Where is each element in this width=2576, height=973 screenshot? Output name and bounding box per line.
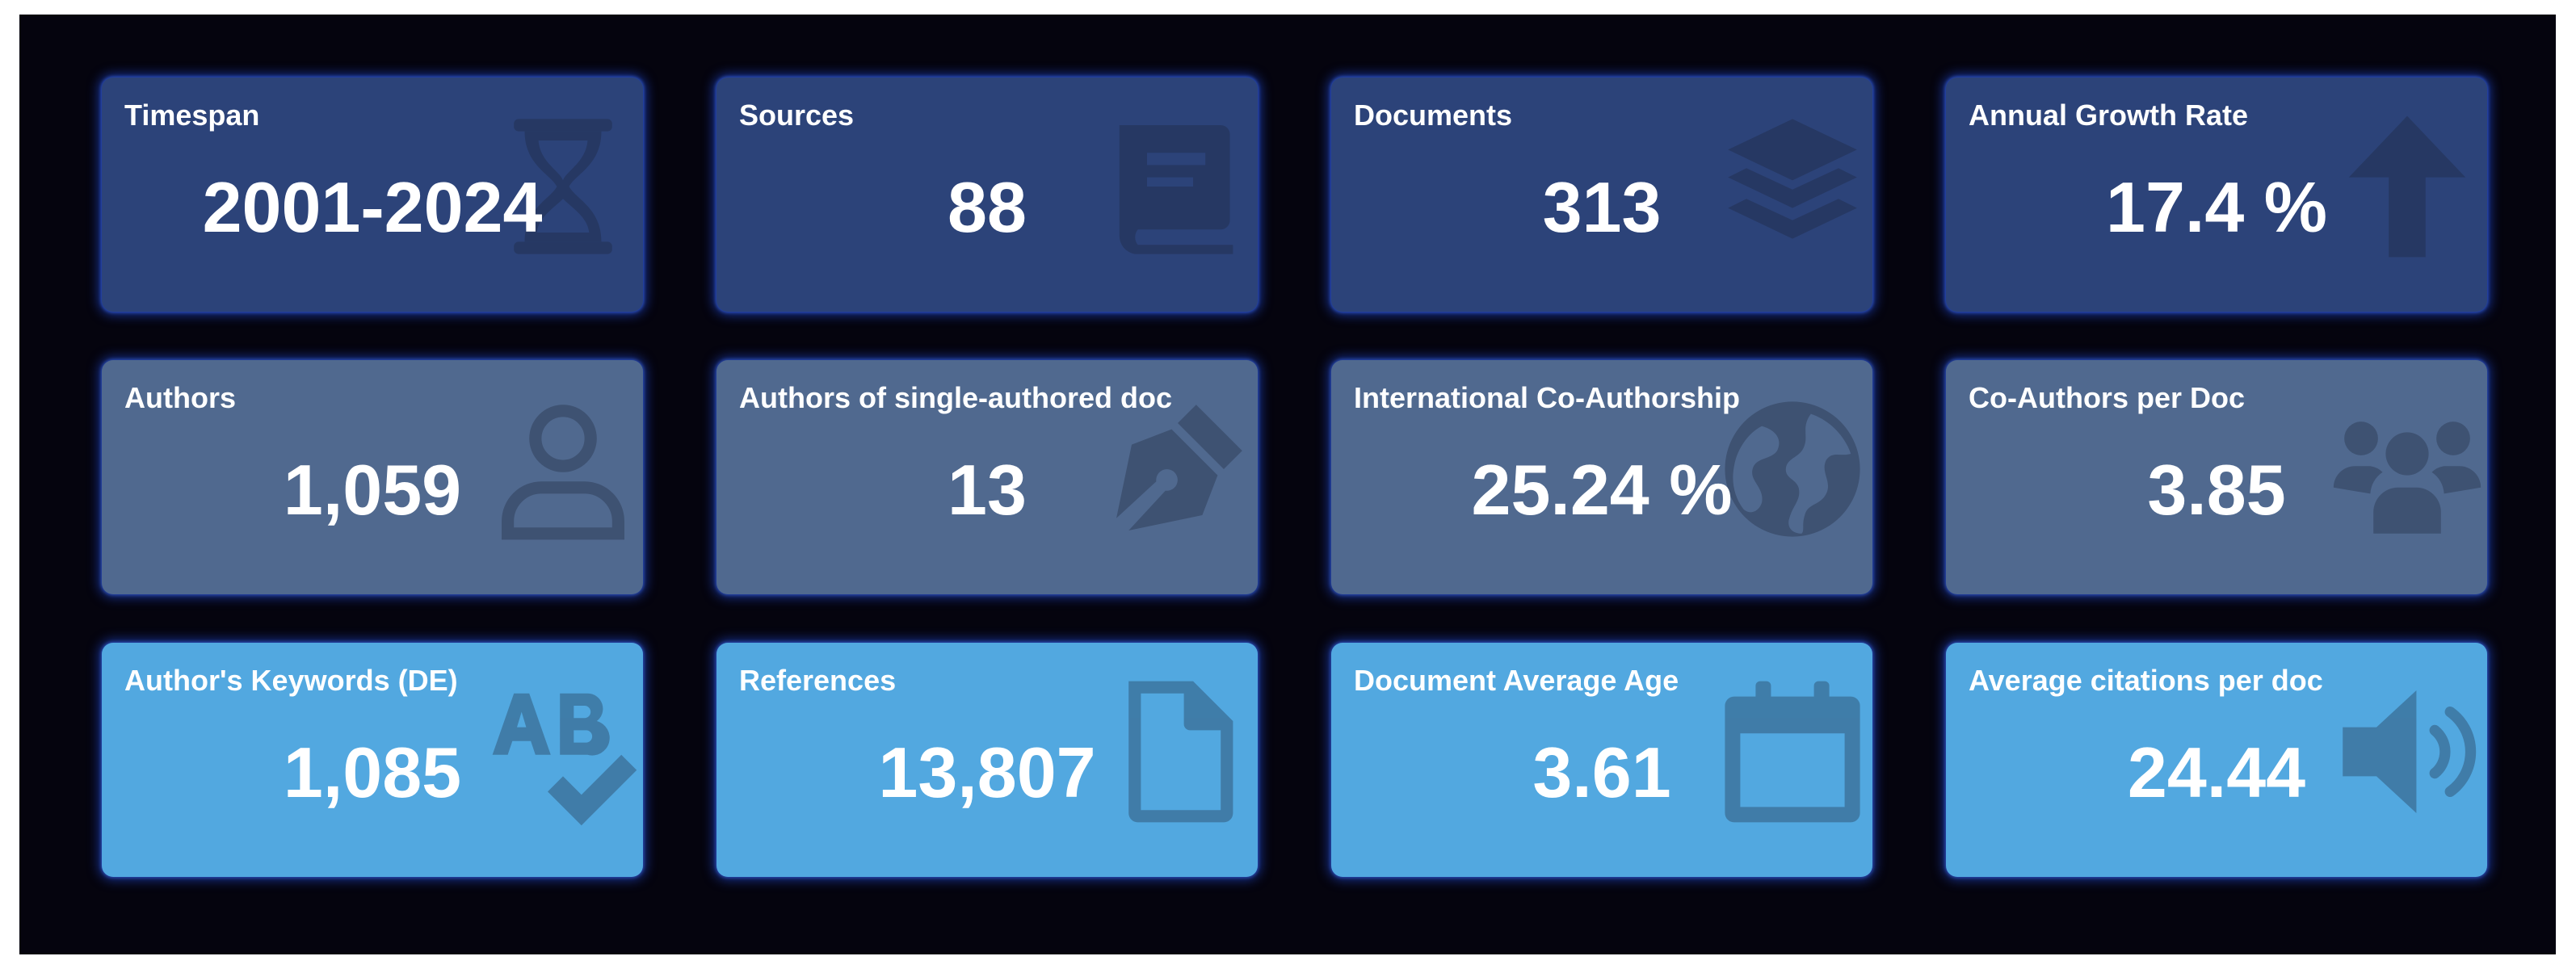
- dashboard-panel: Timespan 2001-2024 Sources 88: [19, 15, 2556, 954]
- documents-card: Documents 313: [1331, 78, 1872, 312]
- references-card: References 13,807: [716, 643, 1258, 877]
- card-label: Authors of single-authored doc: [739, 381, 1172, 414]
- card-value: 17.4 %: [2106, 167, 2327, 247]
- card-label: Document Average Age: [1354, 664, 1679, 697]
- card-label: Average citations per doc: [1969, 664, 2323, 697]
- card-value: 88: [948, 167, 1027, 247]
- international-coauthorship-card: International Co-Authorship 25.24 %: [1331, 360, 1872, 594]
- card-label: Co-Authors per Doc: [1969, 381, 2245, 414]
- coauthors-per-doc-card: Co-Authors per Doc 3.85: [1946, 360, 2487, 594]
- card-label: References: [739, 664, 897, 697]
- sources-card: Sources 88: [716, 78, 1258, 312]
- card-value: 25.24 %: [1471, 450, 1733, 530]
- card-value: 3.85: [2147, 450, 2286, 530]
- annual-growth-rate-card: Annual Growth Rate 17.4 %: [1946, 78, 2487, 312]
- arrow-up-icon: [2330, 110, 2484, 263]
- authors-keywords-card: Author's Keywords (DE) 1,085: [102, 643, 643, 877]
- card-label: Timespan: [124, 99, 260, 132]
- layers-icon: [1716, 110, 1869, 263]
- hourglass-icon: [486, 110, 640, 263]
- card-value: 13: [948, 450, 1027, 530]
- card-value: 13,807: [878, 732, 1096, 812]
- file-icon: [1101, 675, 1254, 828]
- book-icon: [1101, 110, 1254, 263]
- volume-icon: [2330, 675, 2484, 828]
- document-average-age-card: Document Average Age 3.61: [1331, 643, 1872, 877]
- card-value: 24.44: [2127, 732, 2306, 812]
- card-label: Annual Growth Rate: [1969, 99, 2249, 132]
- card-label: Sources: [739, 99, 855, 132]
- spell-check-icon: [486, 675, 640, 828]
- average-citations-card: Average citations per doc 24.44: [1946, 643, 2487, 877]
- card-value: 313: [1542, 167, 1662, 247]
- calendar-icon: [1716, 675, 1869, 828]
- pen-nib-icon: [1101, 392, 1254, 546]
- card-value: 1,085: [283, 732, 462, 812]
- timespan-card: Timespan 2001-2024: [102, 78, 643, 312]
- user-icon: [486, 392, 640, 546]
- card-label: International Co-Authorship: [1354, 381, 1740, 414]
- card-label: Author's Keywords (DE): [124, 664, 458, 697]
- value-box-grid: Timespan 2001-2024 Sources 88: [102, 78, 2488, 885]
- authors-card: Authors 1,059: [102, 360, 643, 594]
- card-label: Documents: [1354, 99, 1513, 132]
- users-icon: [2330, 392, 2484, 546]
- single-authored-docs-card: Authors of single-authored doc 13: [716, 360, 1258, 594]
- card-label: Authors: [124, 381, 236, 414]
- card-value: 3.61: [1532, 732, 1671, 812]
- card-value: 1,059: [283, 450, 462, 530]
- globe-icon: [1716, 392, 1869, 546]
- card-value: 2001-2024: [202, 167, 543, 247]
